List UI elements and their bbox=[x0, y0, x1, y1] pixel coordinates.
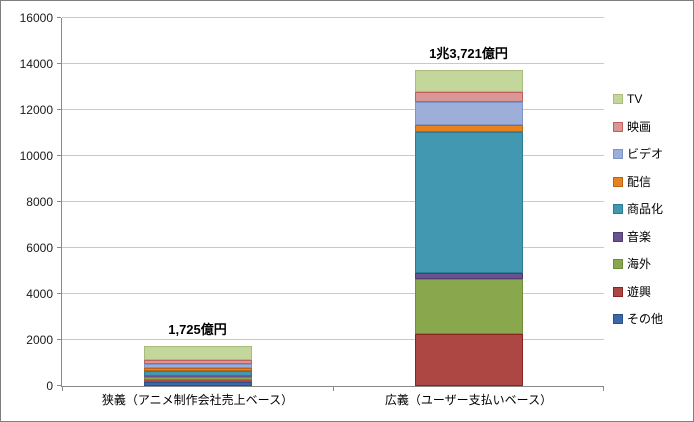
y-axis-tick bbox=[57, 247, 61, 248]
bar-segment-海外 bbox=[144, 377, 252, 380]
y-axis-tick bbox=[57, 385, 61, 386]
y-axis-tick-label: 2000 bbox=[26, 333, 53, 347]
legend-swatch-icon bbox=[613, 259, 623, 269]
legend-item-配信: 配信 bbox=[613, 176, 663, 188]
bar-segment-その他 bbox=[144, 382, 252, 386]
y-axis-tick bbox=[57, 155, 61, 156]
legend-label: 商品化 bbox=[627, 202, 664, 216]
legend-swatch-icon bbox=[613, 94, 623, 104]
gridline bbox=[62, 201, 604, 202]
x-axis-category-label: 狭義（アニメ制作会社売上ベース） bbox=[101, 393, 294, 407]
y-axis-tick bbox=[57, 201, 61, 202]
y-axis-tick-label: 6000 bbox=[26, 241, 53, 255]
gridline bbox=[62, 155, 604, 156]
legend-label: ビデオ bbox=[627, 147, 664, 161]
legend-swatch-icon bbox=[613, 176, 623, 187]
x-axis-tick bbox=[333, 387, 334, 391]
x-axis-tick bbox=[62, 387, 63, 391]
legend-item-映画: 映画 bbox=[613, 121, 663, 133]
legend-label: その他 bbox=[627, 312, 664, 326]
bar-segment-映画 bbox=[415, 92, 523, 102]
y-axis-tick-label: 0 bbox=[46, 379, 53, 393]
y-axis-tick-label: 4000 bbox=[26, 287, 53, 301]
legend-swatch-icon bbox=[613, 286, 623, 297]
legend-label: TV bbox=[627, 92, 643, 106]
bar-segment-遊興 bbox=[144, 380, 252, 382]
x-axis-category-label: 広義（ユーザー支払いベース） bbox=[384, 393, 553, 407]
gridline bbox=[62, 17, 604, 18]
bar-segment-配信 bbox=[144, 368, 252, 371]
legend-label: 海外 bbox=[627, 257, 652, 271]
gridline bbox=[62, 293, 604, 294]
gridline bbox=[62, 247, 604, 248]
bar-segment-ビデオ bbox=[415, 102, 523, 125]
y-axis-tick-label: 14000 bbox=[19, 57, 53, 71]
legend-swatch-icon bbox=[613, 149, 623, 159]
gridline bbox=[62, 63, 604, 64]
legend-label: 遊興 bbox=[627, 284, 652, 299]
y-axis-tick bbox=[57, 339, 61, 340]
legend-item-ビデオ: ビデオ bbox=[613, 148, 663, 160]
bar-segment-音楽 bbox=[415, 273, 523, 279]
bar-segment-TV bbox=[144, 346, 252, 360]
bar-total-label: 1,725億円 bbox=[168, 322, 227, 337]
y-axis-tick bbox=[57, 109, 61, 110]
bar-segment-遊興 bbox=[415, 334, 523, 386]
legend-label: 音楽 bbox=[627, 229, 652, 244]
y-axis-tick bbox=[57, 17, 61, 18]
legend-swatch-icon bbox=[613, 231, 623, 242]
bar-segment-商品化 bbox=[415, 132, 523, 273]
legend-item-音楽: 音楽 bbox=[613, 231, 663, 243]
bar-segment-TV bbox=[415, 70, 523, 92]
bar-segment-映画 bbox=[144, 360, 252, 364]
bar-segment-ビデオ bbox=[144, 364, 252, 368]
legend-label: 映画 bbox=[627, 119, 652, 134]
legend-item-TV: TV bbox=[613, 93, 663, 105]
legend-item-海外: 海外 bbox=[613, 258, 663, 270]
bar-segment-配信 bbox=[415, 125, 523, 132]
legend-item-遊興: 遊興 bbox=[613, 286, 663, 298]
legend-swatch-icon bbox=[613, 121, 623, 132]
gridline bbox=[62, 339, 604, 340]
gridline bbox=[62, 109, 604, 110]
y-axis-tick bbox=[57, 293, 61, 294]
y-axis-tick bbox=[57, 63, 61, 64]
bar-segment-音楽 bbox=[144, 376, 252, 377]
x-axis-tick bbox=[603, 387, 604, 391]
legend-swatch-icon bbox=[613, 204, 623, 214]
legend-item-商品化: 商品化 bbox=[613, 203, 663, 215]
y-axis-tick-label: 8000 bbox=[26, 195, 53, 209]
legend-label: 配信 bbox=[627, 174, 652, 189]
legend-item-その他: その他 bbox=[613, 313, 663, 325]
y-axis-tick-label: 12000 bbox=[19, 103, 53, 117]
plot-area: 0 2000 4000 6000 8000 10000 12000 14000 16000 1,7… bbox=[20, 11, 604, 407]
legend-swatch-icon bbox=[613, 314, 623, 324]
chart-legend: TV 映画ビデオ配信商品化音楽海外遊興その他 bbox=[613, 93, 663, 341]
y-axis-tick-label: 10000 bbox=[19, 149, 53, 163]
bar-total-label: 1兆3,721億円 bbox=[429, 46, 508, 61]
bar-segment-海外 bbox=[415, 279, 523, 334]
y-axis-tick-label: 16000 bbox=[19, 11, 53, 25]
bar-segment-商品化 bbox=[144, 371, 252, 376]
